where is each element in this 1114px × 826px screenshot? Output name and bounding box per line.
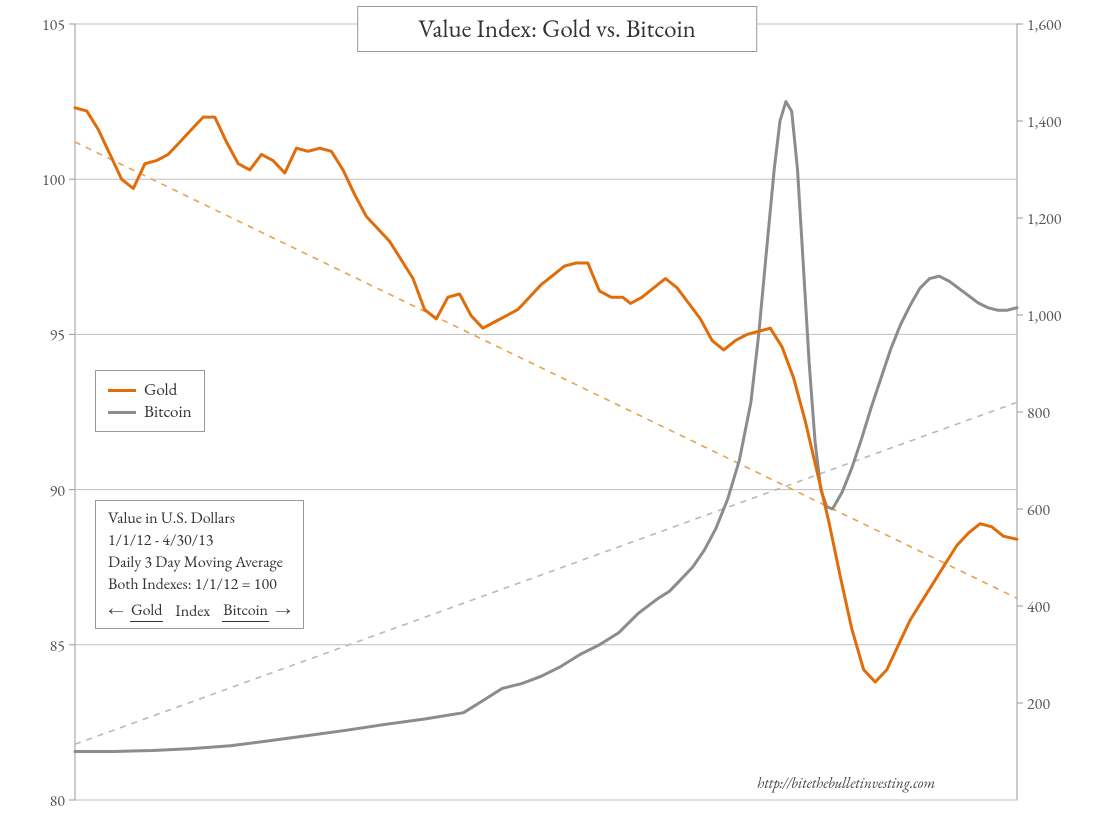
right-tick-label: 1,000 bbox=[1027, 305, 1061, 326]
left-tick-label: 80 bbox=[50, 790, 65, 811]
right-tick-label: 1,600 bbox=[1027, 14, 1061, 35]
legend-item: Bitcoin bbox=[108, 401, 192, 423]
legend-label: Bitcoin bbox=[144, 401, 192, 423]
info-line: 1/1/12 - 4/30/13 bbox=[108, 529, 291, 551]
info-arrow-left-label: Gold bbox=[130, 599, 163, 622]
legend-swatch bbox=[108, 411, 136, 414]
left-tick-label: 100 bbox=[42, 169, 65, 190]
right-tick-label: 400 bbox=[1027, 596, 1050, 617]
arrow-right-icon: → bbox=[275, 600, 291, 622]
right-tick-label: 600 bbox=[1027, 499, 1050, 520]
right-tick-label: 200 bbox=[1027, 693, 1050, 714]
left-tick-label: 95 bbox=[50, 324, 65, 345]
legend-item: Gold bbox=[108, 379, 192, 401]
right-tick-label: 1,200 bbox=[1027, 208, 1061, 229]
legend-label: Gold bbox=[144, 379, 177, 401]
info-arrow-right-label: Bitcoin bbox=[222, 599, 269, 622]
right-tick-label: 1,400 bbox=[1027, 111, 1061, 132]
attribution: http://bitethebulletinvesting.com bbox=[757, 774, 935, 793]
chart-title: Value Index: Gold vs. Bitcoin bbox=[357, 6, 757, 52]
left-tick-label: 105 bbox=[42, 14, 65, 35]
legend: GoldBitcoin bbox=[95, 370, 205, 432]
chart-container: Value Index: Gold vs. Bitcoin GoldBitcoi… bbox=[0, 0, 1114, 826]
legend-swatch bbox=[108, 389, 136, 392]
info-line: Value in U.S. Dollars bbox=[108, 507, 291, 529]
info-box: Value in U.S. Dollars1/1/12 - 4/30/13Dai… bbox=[95, 500, 304, 629]
arrow-left-icon: ← bbox=[108, 600, 124, 622]
info-arrows: ← Gold Index Bitcoin → bbox=[108, 599, 291, 622]
right-tick-label: 800 bbox=[1027, 402, 1050, 423]
left-tick-label: 85 bbox=[50, 635, 65, 656]
info-arrow-mid-label: Index bbox=[169, 600, 216, 622]
info-line: Daily 3 Day Moving Average bbox=[108, 551, 291, 573]
info-line: Both Indexes: 1/1/12 = 100 bbox=[108, 573, 291, 595]
left-tick-label: 90 bbox=[50, 480, 65, 501]
